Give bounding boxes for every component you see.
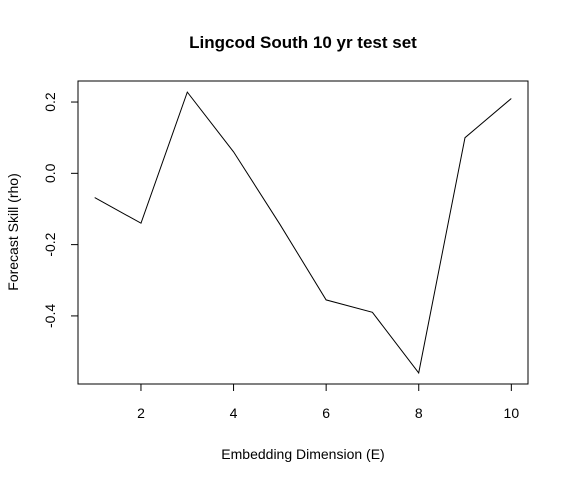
y-tick-label-0: -0.4 bbox=[42, 304, 58, 328]
y-tick-label-3: 0.2 bbox=[42, 92, 58, 112]
x-tick-label-8: 8 bbox=[415, 405, 423, 421]
series-line-0 bbox=[94, 91, 512, 375]
y-axis-label: Forecast Skill (rho) bbox=[5, 173, 21, 290]
series-group bbox=[94, 91, 512, 375]
x-tick-label-4: 4 bbox=[230, 405, 238, 421]
y-axis: -0.4 -0.2 0.0 0.2 bbox=[42, 92, 78, 328]
y-tick-label-1: -0.2 bbox=[42, 232, 58, 256]
plot-frame bbox=[77, 80, 529, 385]
x-axis: 2 4 6 8 10 bbox=[137, 384, 519, 421]
x-tick-label-10: 10 bbox=[504, 405, 520, 421]
x-tick-label-2: 2 bbox=[137, 405, 145, 421]
x-axis-label: Embedding Dimension (E) bbox=[221, 446, 384, 462]
chart-title: Lingcod South 10 yr test set bbox=[189, 33, 417, 52]
y-tick-label-2: 0.0 bbox=[42, 163, 58, 183]
x-tick-label-6: 6 bbox=[322, 405, 330, 421]
